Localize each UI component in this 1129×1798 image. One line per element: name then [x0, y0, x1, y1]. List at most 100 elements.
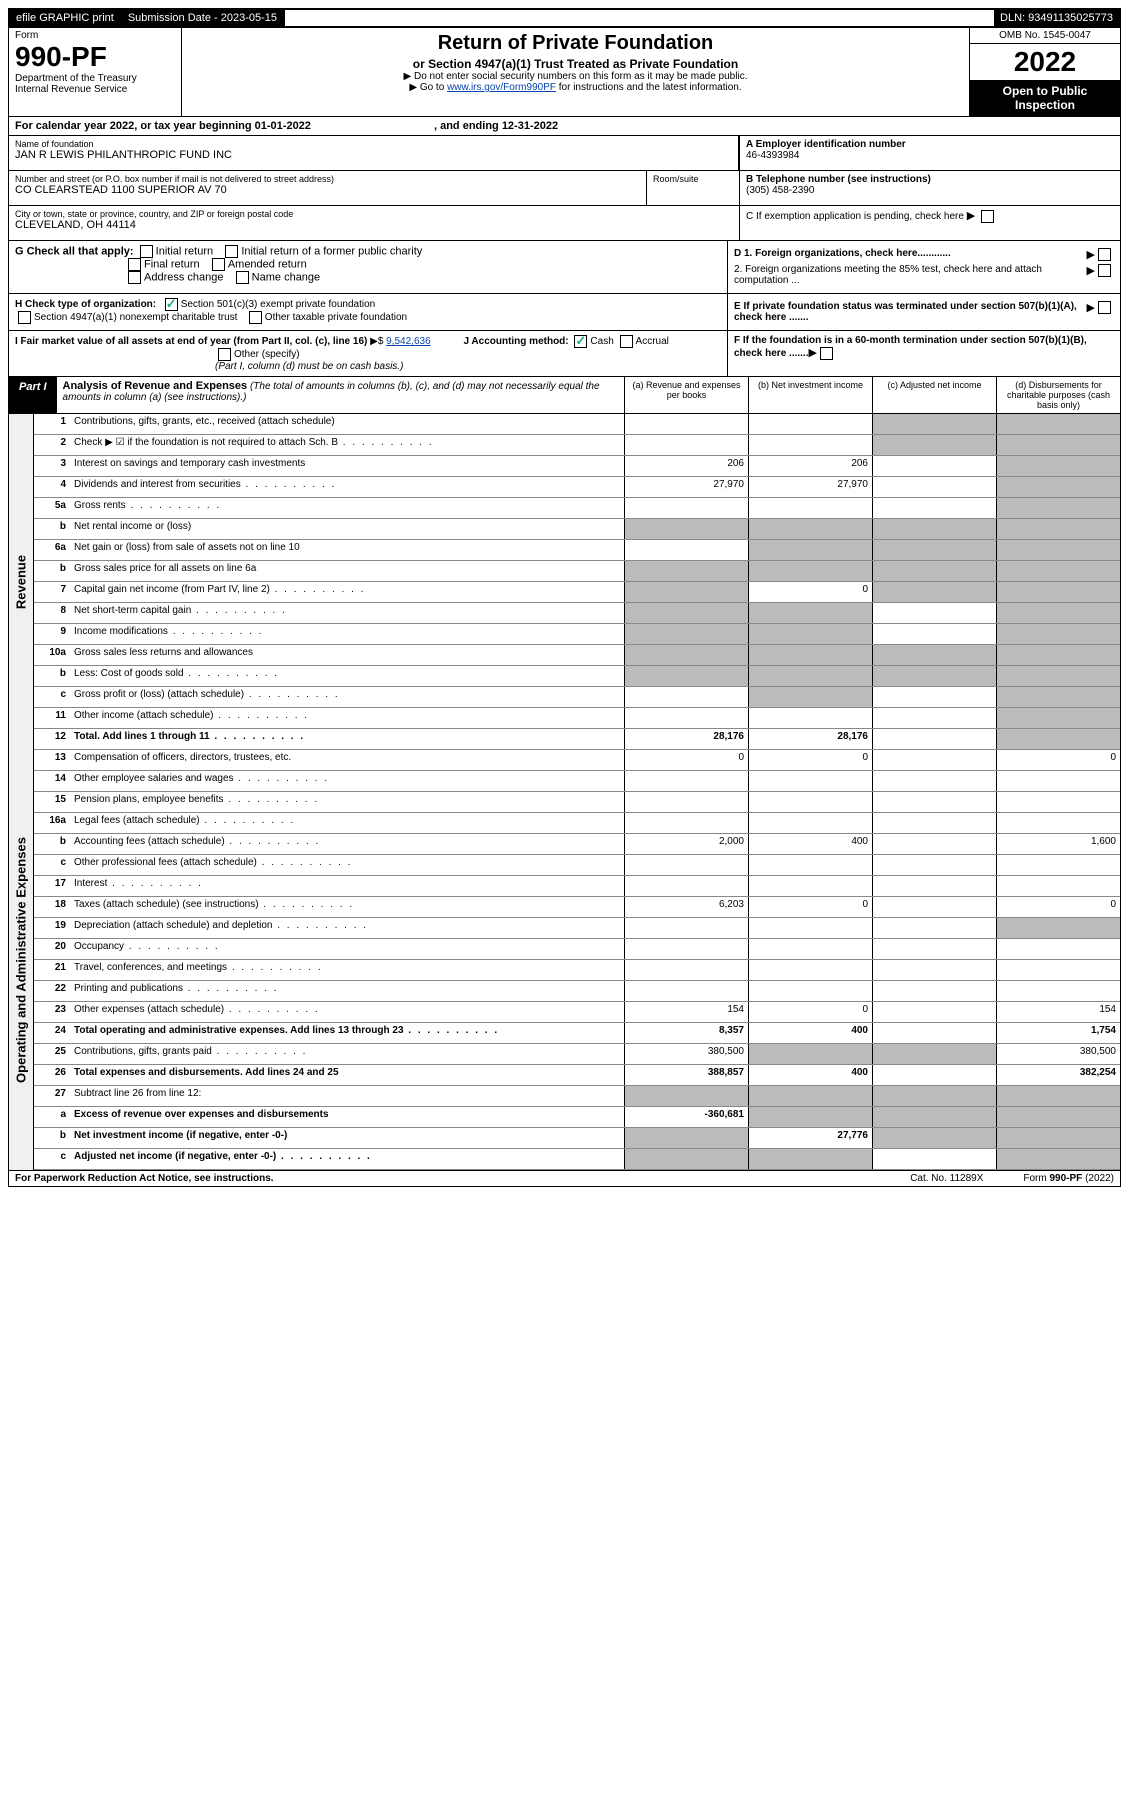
footer-left: For Paperwork Reduction Act Notice, see …: [15, 1173, 910, 1184]
j-label: J Accounting method:: [463, 336, 568, 347]
room-label: Room/suite: [653, 174, 699, 184]
revenue-section: Revenue 1Contributions, gifts, grants, e…: [8, 414, 1121, 750]
table-row: 2Check ▶ ☑ if the foundation is not requ…: [34, 435, 1120, 456]
table-row: cOther professional fees (attach schedul…: [34, 855, 1120, 876]
c-label: C If exemption application is pending, c…: [746, 211, 964, 222]
city: CLEVELAND, OH 44114: [15, 219, 733, 231]
check-section-h: H Check type of organization: Section 50…: [8, 294, 1121, 331]
table-row: 3Interest on savings and temporary cash …: [34, 456, 1120, 477]
table-row: 18Taxes (attach schedule) (see instructi…: [34, 897, 1120, 918]
table-row: bNet investment income (if negative, ent…: [34, 1128, 1120, 1149]
fmv-link[interactable]: 9,542,636: [386, 336, 431, 347]
foundation-name: JAN R LEWIS PHILANTHROPIC FUND INC: [15, 149, 732, 161]
j-other[interactable]: [218, 348, 231, 361]
d1-label: D 1. Foreign organizations, check here..…: [734, 248, 951, 259]
entity-info: Name of foundation JAN R LEWIS PHILANTHR…: [8, 136, 1121, 241]
g-address[interactable]: [128, 271, 141, 284]
table-row: bLess: Cost of goods sold: [34, 666, 1120, 687]
dept: Department of the Treasury: [15, 73, 175, 84]
i-label: I Fair market value of all assets at end…: [15, 336, 367, 347]
footer-mid: Cat. No. 11289X: [910, 1173, 983, 1184]
table-row: 24Total operating and administrative exp…: [34, 1023, 1120, 1044]
ein-label: A Employer identification number: [746, 139, 906, 150]
instr-1: ▶ Do not enter social security numbers o…: [188, 71, 963, 82]
table-row: bNet rental income or (loss): [34, 519, 1120, 540]
e-checkbox[interactable]: [1098, 301, 1111, 314]
calendar-year: For calendar year 2022, or tax year begi…: [8, 117, 1121, 136]
g-initial[interactable]: [140, 245, 153, 258]
form-number: 990-PF: [15, 41, 175, 73]
addr-label: Number and street (or P.O. box number if…: [15, 174, 640, 184]
table-row: 14Other employee salaries and wages: [34, 771, 1120, 792]
top-bar: efile GRAPHIC print Submission Date - 20…: [8, 8, 1121, 28]
ij-row: I Fair market value of all assets at end…: [8, 331, 1121, 377]
instr-2: ▶ Go to www.irs.gov/Form990PF for instru…: [188, 82, 963, 93]
g-initial-former[interactable]: [225, 245, 238, 258]
part1-title: Analysis of Revenue and Expenses: [63, 380, 248, 392]
table-row: 23Other expenses (attach schedule)154015…: [34, 1002, 1120, 1023]
efile-label: efile GRAPHIC print: [10, 10, 122, 26]
table-row: 13Compensation of officers, directors, t…: [34, 750, 1120, 771]
col-c: (c) Adjusted net income: [872, 377, 996, 413]
h-other[interactable]: [249, 311, 262, 324]
table-row: 19Depreciation (attach schedule) and dep…: [34, 918, 1120, 939]
city-label: City or town, state or province, country…: [15, 209, 733, 219]
tel-label: B Telephone number (see instructions): [746, 174, 931, 185]
col-a: (a) Revenue and expenses per books: [624, 377, 748, 413]
table-row: 7Capital gain net income (from Part IV, …: [34, 582, 1120, 603]
c-checkbox[interactable]: [981, 210, 994, 223]
irs: Internal Revenue Service: [15, 84, 175, 95]
table-row: cAdjusted net income (if negative, enter…: [34, 1149, 1120, 1170]
d1-checkbox[interactable]: [1098, 248, 1111, 261]
h-label: H Check type of organization:: [15, 299, 156, 310]
page-footer: For Paperwork Reduction Act Notice, see …: [8, 1171, 1121, 1187]
table-row: 6aNet gain or (loss) from sale of assets…: [34, 540, 1120, 561]
j-accrual[interactable]: [620, 335, 633, 348]
address: CO CLEARSTEAD 1100 SUPERIOR AV 70: [15, 184, 640, 196]
telephone: (305) 458-2390: [746, 185, 1114, 196]
table-row: 11Other income (attach schedule): [34, 708, 1120, 729]
footer-right: Form 990-PF (2022): [1023, 1173, 1114, 1184]
h-4947[interactable]: [18, 311, 31, 324]
table-row: 12Total. Add lines 1 through 1128,17628,…: [34, 729, 1120, 750]
table-row: 20Occupancy: [34, 939, 1120, 960]
g-final[interactable]: [128, 258, 141, 271]
form-link[interactable]: www.irs.gov/Form990PF: [447, 82, 556, 93]
table-row: 8Net short-term capital gain: [34, 603, 1120, 624]
part1-label: Part I: [9, 377, 57, 413]
col-d: (d) Disbursements for charitable purpose…: [996, 377, 1120, 413]
j-cash[interactable]: [574, 335, 587, 348]
e-label: E If private foundation status was termi…: [734, 301, 1077, 323]
j-note: (Part I, column (d) must be on cash basi…: [215, 361, 403, 372]
form-title: Return of Private Foundation: [188, 32, 963, 55]
name-label: Name of foundation: [15, 139, 732, 149]
table-row: bGross sales price for all assets on lin…: [34, 561, 1120, 582]
h-501c3[interactable]: [165, 298, 178, 311]
table-row: 21Travel, conferences, and meetings: [34, 960, 1120, 981]
tax-year: 2022: [970, 44, 1120, 80]
g-name[interactable]: [236, 271, 249, 284]
table-row: aExcess of revenue over expenses and dis…: [34, 1107, 1120, 1128]
form-subtitle: or Section 4947(a)(1) Trust Treated as P…: [188, 57, 963, 71]
table-row: 25Contributions, gifts, grants paid380,5…: [34, 1044, 1120, 1065]
table-row: 22Printing and publications: [34, 981, 1120, 1002]
expenses-label: Operating and Administrative Expenses: [14, 837, 29, 1083]
d2-label: 2. Foreign organizations meeting the 85%…: [734, 264, 1087, 286]
g-label: G Check all that apply:: [15, 245, 134, 257]
open-public: Open to Public Inspection: [970, 80, 1120, 116]
table-row: bAccounting fees (attach schedule)2,0004…: [34, 834, 1120, 855]
expenses-section: Operating and Administrative Expenses 13…: [8, 750, 1121, 1171]
col-b: (b) Net investment income: [748, 377, 872, 413]
ein: 46-4393984: [746, 150, 1114, 161]
table-row: 4Dividends and interest from securities2…: [34, 477, 1120, 498]
f-checkbox[interactable]: [820, 347, 833, 360]
table-row: 10aGross sales less returns and allowanc…: [34, 645, 1120, 666]
table-row: 16aLegal fees (attach schedule): [34, 813, 1120, 834]
table-row: 5aGross rents: [34, 498, 1120, 519]
part1-header: Part I Analysis of Revenue and Expenses …: [8, 377, 1121, 414]
d2-checkbox[interactable]: [1098, 264, 1111, 277]
check-section-g: G Check all that apply: Initial return I…: [8, 241, 1121, 294]
g-amended[interactable]: [212, 258, 225, 271]
table-row: cGross profit or (loss) (attach schedule…: [34, 687, 1120, 708]
dln: DLN: 93491135025773: [994, 10, 1119, 26]
